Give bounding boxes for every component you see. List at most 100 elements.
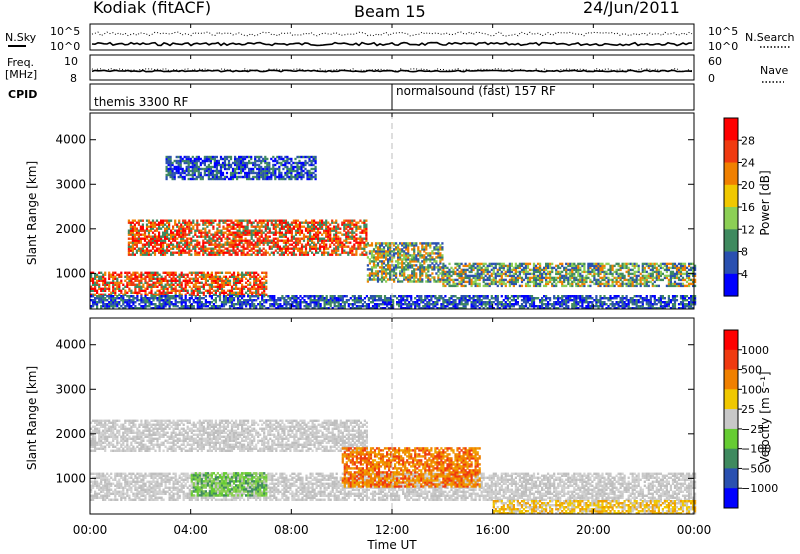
heatmap-cell [155,243,159,246]
heatmap-cell [476,284,479,288]
heatmap-cell [201,161,204,165]
heatmap-cell [669,272,672,276]
heatmap-cell [128,305,131,308]
heatmap-cell [454,282,457,286]
heatmap-cell [285,301,288,304]
heatmap-cell [289,307,292,310]
heatmap-cell [290,223,293,226]
heatmap-cell [657,272,660,276]
heatmap-cell [313,305,316,308]
heatmap-cell [228,237,231,240]
heatmap-cell [405,252,408,255]
heatmap-cell [257,297,260,300]
heatmap-cell [144,281,147,284]
heatmap-cell [421,256,424,259]
heatmap-cell [619,278,622,282]
heatmap-cell [180,241,183,244]
heatmap-cell [276,175,279,179]
heatmap-cell [187,161,190,165]
heatmap-cell [407,268,410,271]
heatmap-cell [253,271,256,274]
heatmap-cell [484,266,487,270]
heatmap-cell [385,272,388,275]
heatmap-cell [204,233,207,236]
heatmap-cell [256,175,259,179]
heatmap-cell [226,241,229,244]
heatmap-cell [500,264,503,268]
heatmap-cell [452,272,455,276]
heatmap-cell [557,270,560,274]
heatmap-cell [415,274,418,277]
heatmap-cell [222,233,225,236]
heatmap-cell [688,278,691,282]
heatmap-cell [259,305,262,308]
heatmap-cell [683,262,687,266]
heatmap-cell [395,268,398,271]
heatmap-cell [290,171,293,175]
heatmap-cell [683,272,687,276]
heatmap-cell [498,272,501,276]
heatmap-cell [673,266,677,270]
heatmap-cell [141,247,144,250]
heatmap-cell [498,274,501,278]
heatmap-cell [500,284,503,288]
heatmap-cell [306,173,309,177]
heatmap-cell [212,225,215,228]
heatmap-cell [244,155,247,159]
heatmap-cell [252,177,255,181]
heatmap-cell [389,244,392,247]
heatmap-cell [141,251,144,254]
heatmap-cell [490,282,493,286]
heatmap-cell [220,303,224,306]
heatmap-cell [170,285,173,288]
heatmap-cell [297,307,300,310]
heatmap-cell [190,281,193,284]
heatmap-cell [196,279,199,282]
heatmap-cell [226,227,229,230]
heatmap-cell [146,273,149,276]
heatmap-cell [196,235,199,238]
heatmap-cell [186,281,189,284]
heatmap-cell [182,233,185,236]
heatmap-cell [176,245,179,248]
heatmap-cell [372,266,376,269]
heatmap-cell [153,241,157,244]
heatmap-cell [284,239,287,242]
heatmap-cell [264,229,267,232]
heatmap-cell [464,280,467,284]
heatmap-cell [520,276,524,280]
heatmap-cell [669,266,672,270]
heatmap-cell [262,247,265,250]
heatmap-cell [162,231,165,234]
heatmap-cell [239,273,242,276]
heatmap-cell [472,266,475,270]
heatmap-cell [249,277,252,280]
heatmap-cell [675,272,679,276]
heatmap-cell [327,235,330,238]
heatmap-cell [196,277,199,280]
heatmap-cell [215,161,218,165]
heatmap-cell [238,167,241,171]
heatmap-cell [264,173,267,177]
heatmap-cell [263,287,266,290]
heatmap-cell [500,272,503,276]
heatmap-cell [309,229,312,232]
heatmap-cell [252,245,255,248]
heatmap-cell [228,245,231,248]
heatmap-cell [647,266,650,270]
heatmap-cell [498,262,501,266]
heatmap-cell [270,171,273,175]
heatmap-cell [323,231,326,234]
heatmap-cell [433,280,436,283]
heatmap-cell [244,171,247,175]
heatmap-cell [180,301,183,304]
heatmap-cell [317,231,320,234]
heatmap-cell [567,262,570,266]
heatmap-cell [506,270,509,274]
heatmap-cell [514,262,517,266]
heatmap-cell [126,291,129,294]
heatmap-cell [186,289,189,292]
heatmap-cell [104,305,107,308]
heatmap-cell [175,161,178,165]
heatmap-cell [427,258,430,261]
